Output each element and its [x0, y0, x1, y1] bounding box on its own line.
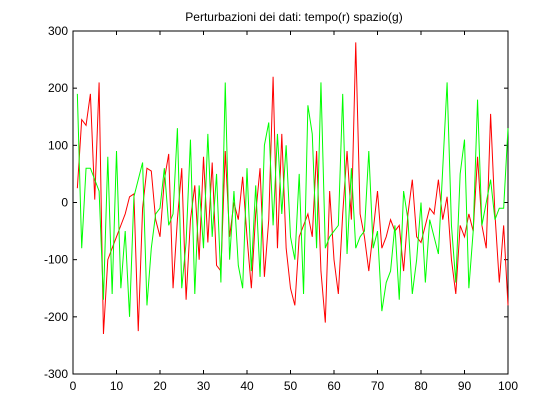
x-tick-label: 100 — [498, 379, 518, 393]
y-tick-label: -200 — [44, 310, 68, 324]
x-tick-label: 10 — [110, 379, 124, 393]
y-tick-label: 0 — [61, 196, 68, 210]
series-line-2 — [76, 82, 509, 317]
y-tick-label: 300 — [48, 24, 68, 38]
x-tick-label: 30 — [197, 379, 211, 393]
x-tick-label: 70 — [371, 379, 385, 393]
x-axis: 0 10 20 30 40 50 60 70 80 90 100 — [70, 31, 518, 393]
y-tick-label: -100 — [44, 253, 68, 267]
y-axis: -300 -200 -100 0 100 200 300 — [44, 24, 508, 381]
chart-title: Perturbazioni dei dati: tempo(r) spazio(… — [185, 10, 402, 24]
x-tick-label: 0 — [70, 379, 77, 393]
x-tick-label: 20 — [153, 379, 167, 393]
y-tick-label: 200 — [48, 81, 68, 95]
series-line-1 — [76, 42, 509, 335]
x-tick-label: 40 — [240, 379, 254, 393]
x-tick-label: 80 — [414, 379, 428, 393]
y-tick-label: 100 — [48, 138, 68, 152]
y-tick-label: -300 — [44, 367, 68, 381]
series-layer — [76, 42, 509, 335]
x-tick-label: 60 — [327, 379, 341, 393]
x-tick-label: 50 — [284, 379, 298, 393]
x-tick-label: 90 — [458, 379, 472, 393]
